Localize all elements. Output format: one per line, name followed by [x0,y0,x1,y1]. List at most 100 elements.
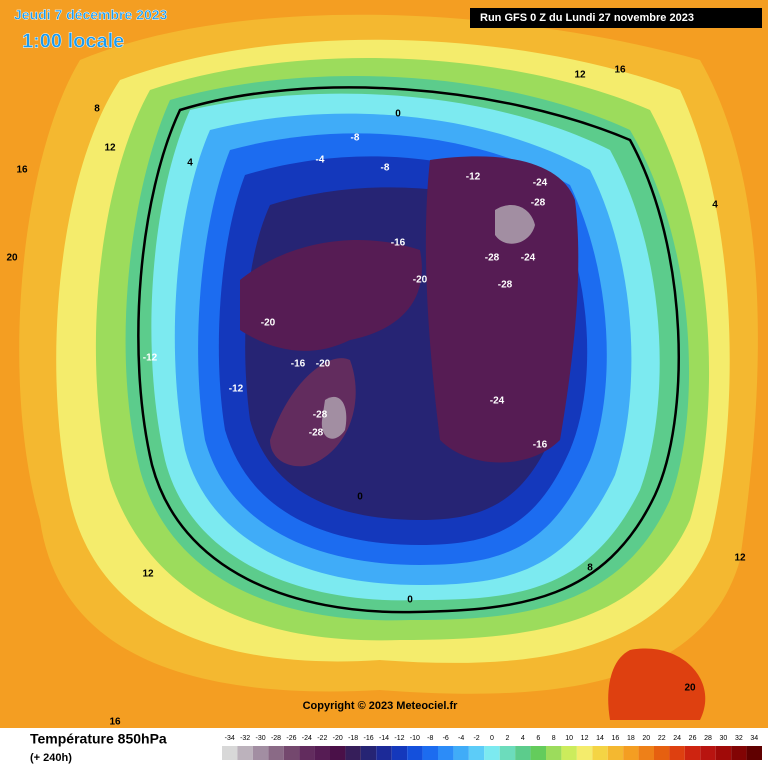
scale-label: -20 [333,735,343,742]
contour-label: 20 [6,253,18,264]
contour-label: -16 [291,359,306,370]
scale-label: 2 [505,735,509,742]
contour-label: -24 [533,178,548,189]
contour-label: -16 [533,440,548,451]
contour-label: -24 [521,253,536,264]
scale-swatch [422,746,438,760]
run-box [470,8,762,28]
contour-label: 16 [16,165,28,176]
scale-label: 6 [536,735,540,742]
scale-swatch [715,746,732,760]
scale-label: -14 [379,735,389,742]
scale-swatch [222,746,238,760]
zero-isotherm [137,86,680,614]
scale-swatch [283,746,300,760]
contour-label: -28 [485,253,500,264]
contour-label: -20 [261,318,276,329]
contour-label: 12 [734,553,746,564]
contour-label: -8 [351,133,360,144]
scale-label: -30 [256,735,266,742]
contour-label: -28 [531,198,546,209]
scale-swatch [654,746,670,760]
scale-swatch [546,746,562,760]
contour-label: 16 [614,65,626,76]
scale-label: -32 [240,735,250,742]
scale-label: 18 [627,735,635,742]
contour-label: -12 [466,172,481,183]
scale-swatch [669,746,685,760]
scale-label: 14 [596,735,604,742]
scale-label: 8 [552,735,556,742]
contour-labels: -24 -28 -28 -28 -24 -20 -16 -12 -20 -16 -20 -28 -28 -… [6,65,746,728]
scale-swatch [561,746,577,760]
footer-lead: (+ 240h) [30,752,72,764]
scale-label: 16 [612,735,620,742]
scale-label: -26 [286,735,296,742]
scale-swatch [391,746,408,760]
scale-label: -18 [348,735,358,742]
contour-label: 12 [142,569,154,580]
scale-label: 20 [642,735,650,742]
contour-label: 4 [187,158,193,169]
scale-label: -8 [427,735,433,742]
scale-swatch [237,746,253,760]
scale-label: -12 [394,735,404,742]
scale-swatch [684,746,701,760]
scale-swatch [623,746,639,760]
contour-label: -28 [313,410,328,421]
color-scale: -34 -32 -30 -28 -26 -24 -22 -20 -18 -16 -14 -12 -10-… [222,735,762,760]
scale-label: -2 [473,735,479,742]
field-core [425,156,579,463]
contour-label: 0 [357,492,363,503]
scale-swatch [576,746,593,760]
contour-label: -24 [490,396,505,407]
scale-label: 10 [565,735,573,742]
scale-swatch [499,746,516,760]
field-core [321,396,347,439]
contour-label: 16 [109,717,121,728]
scale-label: 0 [490,735,494,742]
scale-swatch [314,746,330,760]
scale-swatch [268,746,284,760]
scale-label: -16 [364,735,374,742]
scale-label: -4 [458,735,464,742]
scale-label: 24 [673,735,681,742]
scale-label: 4 [521,735,525,742]
forecast-date: Jeudi 7 décembre 2023 [14,7,168,23]
scale-swatch [731,746,747,760]
scale-label: 12 [581,735,589,742]
scale-swatch [407,746,423,760]
scale-swatch [299,746,315,760]
scale-label: -6 [443,735,449,742]
contour-label: -28 [309,428,324,439]
scale-swatch [468,746,485,760]
run-info: Run GFS 0 Z du Lundi 27 novembre 2023 [480,12,694,24]
scale-swatch [438,746,454,760]
contour-label: -16 [391,238,406,249]
scale-label: -10 [410,735,420,742]
contour-label: 8 [587,563,593,574]
scale-swatch [360,746,377,760]
scale-label: 26 [689,735,697,742]
scale-swatch [638,746,654,760]
scale-swatch [746,746,762,760]
contour-label: 12 [574,70,586,81]
scale-swatch [453,746,469,760]
contour-label: 8 [94,104,100,115]
scale-label: -22 [317,735,327,742]
scale-swatch [700,746,716,760]
contour-label: -28 [498,280,513,291]
contour-label: -12 [143,353,158,364]
scale-label: 32 [735,735,743,742]
scale-label: 34 [750,735,758,742]
scale-label: -28 [271,735,281,742]
scale-swatch [515,746,531,760]
field-core [270,358,356,467]
scale-label: 22 [658,735,666,742]
scale-label: 28 [704,735,712,742]
scale-swatch [330,746,346,760]
contour-label: 4 [712,200,718,211]
contour-label: -20 [413,275,428,286]
scale-swatch [252,746,269,760]
